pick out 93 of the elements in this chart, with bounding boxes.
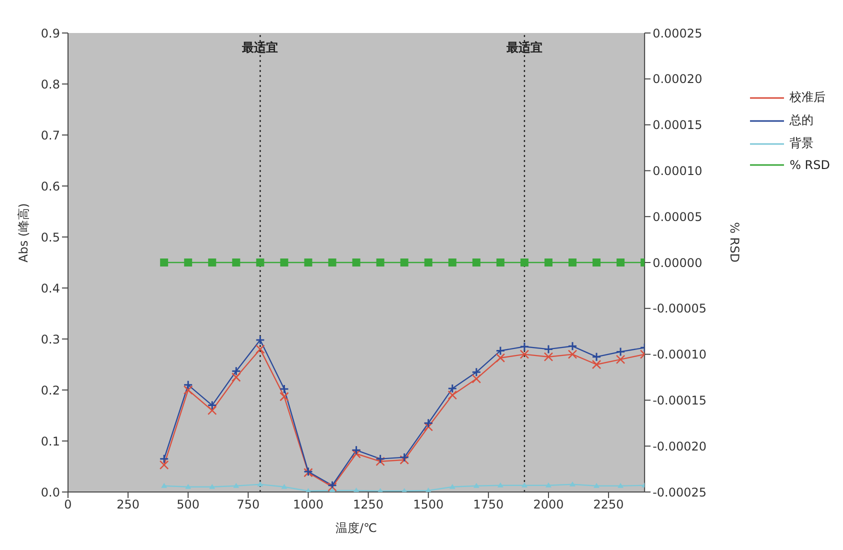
point [352, 449, 361, 458]
point [329, 487, 336, 492]
x-tick-label: 250 [116, 498, 140, 512]
point [232, 372, 241, 382]
point [497, 482, 504, 488]
y2-tick-label: -0.00005 [652, 302, 707, 316]
point [521, 482, 528, 488]
x-tick-label: 1250 [353, 498, 384, 512]
point [376, 456, 385, 466]
x-tick-label: 500 [176, 498, 200, 512]
point [161, 482, 168, 488]
point [424, 422, 434, 432]
ref-line-label: 最适宜 [505, 40, 542, 55]
x-tick-label: 0 [64, 498, 72, 512]
x-tick-label: 1000 [292, 498, 324, 512]
point [545, 482, 552, 488]
y-tick-label: 0.5 [40, 230, 60, 244]
point [568, 341, 578, 351]
point [592, 360, 602, 370]
point [257, 481, 264, 486]
y-tick-label: 0.6 [40, 179, 60, 194]
y2-tick-label: 0.00025 [652, 26, 702, 40]
y2-tick-label: -0.00015 [652, 393, 707, 408]
y2-tick-label: 0.00010 [652, 164, 702, 178]
point [280, 392, 289, 402]
point [448, 384, 458, 394]
point [352, 445, 362, 455]
x-tick-label: 2250 [593, 498, 624, 512]
point [425, 487, 432, 492]
point [449, 484, 456, 489]
legend-label: 总的 [790, 112, 814, 129]
y-tick-label: 0.0 [40, 485, 60, 500]
ref-line-label: 最适宜 [241, 40, 278, 55]
x-tick-label: 2000 [533, 498, 564, 512]
y2-tick-label: -0.00010 [652, 348, 707, 362]
point [159, 454, 169, 464]
legend-label: % RSD [790, 158, 830, 172]
point [400, 452, 410, 462]
point [183, 380, 193, 390]
point [496, 353, 506, 363]
point [616, 347, 626, 356]
point [544, 352, 554, 362]
point [279, 384, 289, 394]
y2-tick-label: -0.00025 [652, 485, 707, 500]
y2-tick-label: 0.00015 [652, 118, 702, 132]
point [473, 482, 480, 488]
legend-label: 校准后 [790, 89, 826, 106]
y-tick-label: 0.2 [40, 383, 60, 398]
point [472, 367, 482, 377]
point [255, 335, 265, 345]
point [592, 352, 602, 362]
y-tick-label: 0.3 [40, 332, 60, 346]
point [233, 482, 240, 488]
point [256, 344, 265, 354]
y-tick-label: 0.4 [40, 281, 60, 296]
point [496, 346, 506, 356]
y2-axis-title: % RSD [727, 222, 742, 262]
point [472, 374, 482, 384]
y2-tick-label: -0.00020 [652, 439, 707, 454]
point [594, 482, 600, 488]
point [209, 484, 216, 489]
point [448, 390, 458, 400]
y-tick-label: 0.9 [40, 26, 60, 40]
y-tick-label: 0.7 [40, 128, 60, 142]
legend-label: 背景 [790, 135, 814, 152]
point [281, 484, 288, 489]
point [231, 366, 241, 376]
y2-tick-label: 0.00020 [652, 72, 702, 86]
y-axis-title: Abs (峰高) [16, 203, 30, 262]
point [183, 385, 193, 395]
point [185, 484, 192, 489]
x-tick-label: 1750 [473, 498, 504, 512]
point [376, 454, 386, 464]
point [400, 455, 409, 465]
point [568, 350, 578, 359]
point [618, 482, 624, 488]
y-tick-label: 0.8 [40, 77, 60, 92]
point [207, 406, 217, 416]
point [520, 350, 530, 359]
y2-tick-label: 0.00000 [652, 256, 702, 270]
point [570, 481, 576, 486]
point [207, 400, 217, 410]
point [544, 344, 554, 354]
y2-tick-label: 0.00005 [652, 210, 702, 224]
point [424, 418, 434, 428]
x-axis-title: 温度/℃ [336, 521, 378, 535]
y-tick-label: 0.1 [40, 434, 60, 448]
point [353, 487, 360, 492]
point [616, 354, 626, 364]
x-tick-label: 750 [236, 498, 260, 512]
x-tick-label: 1500 [413, 498, 444, 512]
point [520, 342, 530, 352]
point [159, 460, 169, 470]
